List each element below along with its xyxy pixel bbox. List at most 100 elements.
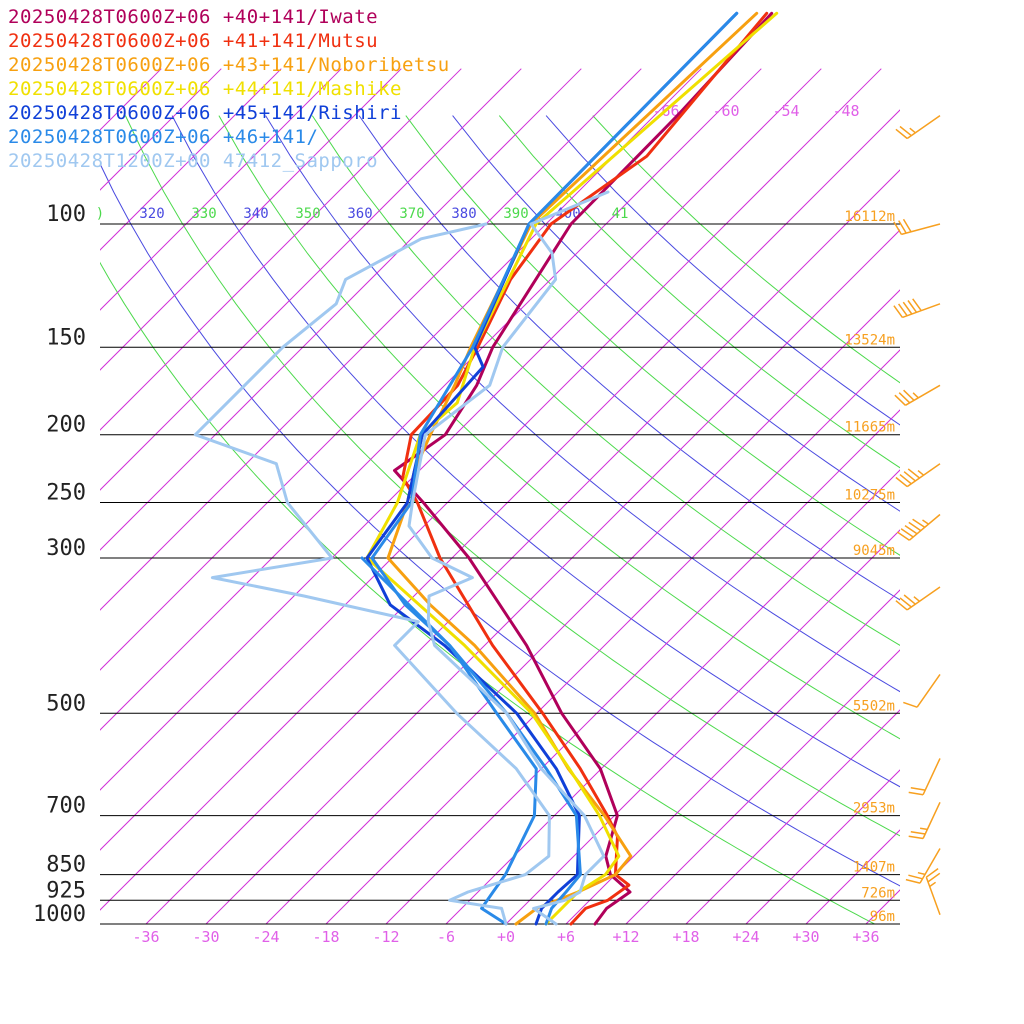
isotherm: [625, 649, 900, 924]
isotherm: [805, 829, 900, 924]
theta-label: 41: [612, 206, 629, 222]
isotherm: [325, 349, 900, 924]
pressure-label: 850: [46, 853, 86, 878]
pressure-label: 500: [46, 691, 86, 716]
x-tick-label: +0: [497, 928, 515, 946]
x-tick-label: -30: [192, 928, 219, 946]
x-tick-label: +36: [852, 928, 879, 946]
legend-entry: 20250428T1200Z+00 47412_Sapporo: [8, 150, 379, 172]
x-tick-label: -36: [132, 928, 159, 946]
isotherm: [205, 229, 900, 924]
isotherm: [385, 409, 900, 924]
theta-label: ): [96, 206, 104, 222]
dry-adiabat: [100, 162, 900, 887]
legend-entry: 20250428T0600Z+06 +46+141/: [8, 126, 319, 148]
wind-barb: [895, 586, 941, 611]
isotherm: [100, 109, 900, 911]
height-label: 13524m: [844, 332, 895, 348]
pressure-label: 100: [46, 202, 86, 227]
height-label: 1407m: [853, 860, 895, 876]
wind-barb: [895, 114, 941, 140]
theta-label: 320: [139, 206, 164, 222]
isotherm: [100, 68, 522, 491]
height-label: 11665m: [844, 420, 895, 436]
isotherm: [100, 68, 222, 191]
isotherm: [265, 289, 900, 924]
theta-label: 330: [191, 206, 216, 222]
legend-entry: 20250428T0600Z+06 +45+141/Rishiri: [8, 102, 402, 124]
isotherm: [100, 68, 882, 851]
isotherm: [100, 68, 342, 311]
isotherm: [685, 709, 900, 924]
isotherm: [505, 529, 900, 924]
x-tick-label: -24: [252, 928, 279, 946]
height-label: 5502m: [853, 698, 895, 714]
x-tick-label: +18: [672, 928, 699, 946]
wind-barb: [895, 463, 941, 488]
isotherm: [100, 68, 402, 371]
dry-adiabat: [124, 115, 900, 837]
isotherm: [565, 589, 900, 924]
x-tick-label: +24: [732, 928, 759, 946]
dewpoint-profile: [360, 556, 538, 926]
temperature-profile: [401, 11, 769, 926]
x-tick-label: -18: [312, 928, 339, 946]
temperature-profile: [407, 190, 610, 926]
wind-barb: [893, 298, 941, 319]
dry-adiabat: [218, 115, 900, 740]
pressure-label: 925: [46, 878, 86, 903]
isotherm: [0, 69, 41, 924]
temperature-profile: [386, 11, 759, 926]
isotherm: [100, 68, 462, 431]
theta-label: 360: [347, 206, 372, 222]
isotherm: [100, 68, 822, 791]
height-label: 726m: [861, 885, 895, 901]
dry-adiabat: [311, 115, 900, 646]
profiles: [193, 11, 779, 926]
wind-barb: [908, 801, 941, 840]
isotherm: [100, 68, 282, 251]
dry-adiabat: [452, 115, 900, 512]
wind-barb: [903, 673, 941, 708]
isotherm: [745, 769, 900, 924]
x-tick-label: +12: [612, 928, 639, 946]
height-label: 2953m: [853, 801, 895, 817]
dry-adiabat: [265, 115, 900, 693]
legend-entry: 20250428T0600Z+06 +43+141/Noboribetsu: [8, 54, 450, 76]
theta-label: 390: [503, 206, 528, 222]
height-label: 10275m: [844, 488, 895, 504]
pressure-label: 300: [46, 536, 86, 561]
isotherm-label: -54: [772, 102, 799, 120]
isotherm-label: -60: [712, 102, 739, 120]
legend-entry: 20250428T0600Z+06 +40+141/Iwate: [8, 6, 379, 28]
wind-barb: [896, 513, 941, 541]
dry-adiabat: [592, 115, 900, 384]
dry-adiabat: [498, 115, 900, 469]
pressure-label: 1000: [33, 902, 86, 927]
dry-adiabat: [171, 115, 900, 788]
height-label: 9045m: [853, 543, 895, 559]
temperature-profile: [365, 11, 739, 926]
temperature-profile: [393, 11, 774, 926]
height-label: 96m: [870, 909, 895, 925]
wind-barb: [894, 384, 941, 406]
x-tick-label: -12: [372, 928, 399, 946]
isotherm: [986, 69, 1024, 924]
theta-label: 370: [399, 206, 424, 222]
x-tick-label: -6: [437, 928, 455, 946]
wind-barb: [908, 758, 941, 796]
wind-barb: [905, 848, 941, 884]
wind-barb: [925, 867, 941, 915]
isotherm: [445, 469, 900, 924]
isotherm: [926, 69, 1024, 924]
pressure-label: 700: [46, 794, 86, 819]
isotherm: [100, 68, 762, 731]
pressure-label: 200: [46, 413, 86, 438]
dewpoint-profile: [193, 222, 551, 926]
isotherm-label: -48: [832, 102, 859, 120]
legend-entry: 20250428T0600Z+06 +41+141/Mutsu: [8, 30, 379, 52]
plot-area: [0, 68, 1024, 924]
wind-barb: [893, 218, 941, 236]
legend: 20250428T0600Z+06 +40+141/Iwate 20250428T…: [8, 5, 450, 173]
